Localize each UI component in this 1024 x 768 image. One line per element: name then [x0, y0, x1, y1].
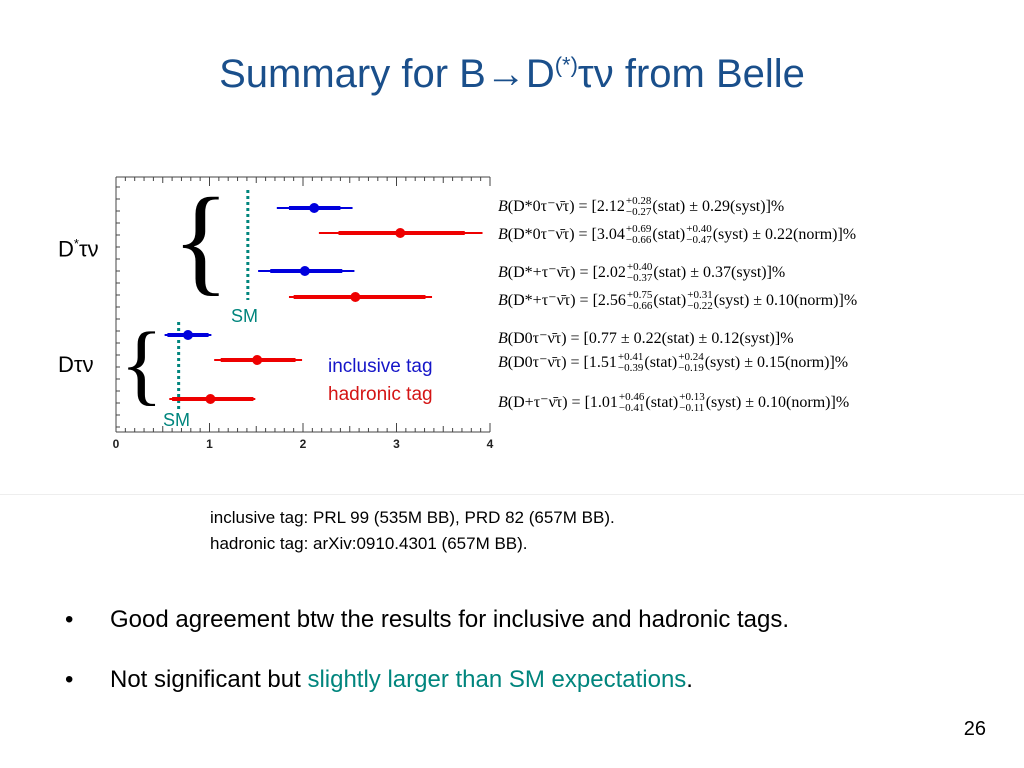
bullet-2: • Not significant but slightly larger tha… — [65, 666, 693, 693]
data-point — [350, 292, 361, 302]
formula-d0-inclusive: B(D0τ⁻ν̄τ) = [0.77 ± 0.22(stat) ± 0.12(s… — [498, 330, 794, 347]
formula-dplus-hadronic: B(D+τ⁻ν̄τ) = [1.01 +0.46 −0.41 (stat) +0.13−… — [498, 391, 850, 415]
bullet-2-text: Not significant but — [110, 666, 308, 693]
label-dstar-tau-nu: D*τν — [58, 236, 99, 262]
data-point — [182, 330, 193, 340]
x-tick-label: 4 — [487, 437, 494, 451]
brace-dstar: { — [172, 173, 230, 306]
sm-label-d: SM — [163, 410, 190, 430]
data-point — [395, 228, 406, 238]
x-tick-label: 3 — [393, 437, 400, 451]
bullet-1: • Good agreement btw the results for incl… — [65, 606, 789, 634]
x-tick-label: 0 — [113, 437, 120, 451]
reference-inclusive: inclusive tag: PRL 99 (535M BB), PRD 82 … — [210, 508, 615, 527]
x-tick-label: 2 — [300, 437, 307, 451]
formula-dstar0-hadronic: B(D*0τ⁻ν̄τ) = [3.04 +0.69 −0.66 (stat) +0.40… — [498, 223, 857, 247]
forest-plot: 0 1 2 3 4 — [113, 176, 494, 451]
data-point — [252, 355, 263, 365]
references: inclusive tag: PRL 99 (535M BB), PRD 82 … — [210, 505, 615, 557]
formula-dstarplus-hadronic: B(D*+τ⁻ν̄τ) = [2.56 +0.75 −0.66 (stat) +0.31… — [498, 289, 858, 313]
legend-hadronic-tag: hadronic tag — [328, 384, 433, 405]
reference-hadronic: hadronic tag: arXiv:0910.4301 (657M BB). — [210, 534, 528, 553]
bullet-1-text: Good agreement btw the results for inclu… — [110, 606, 790, 633]
title-superscript: (*) — [554, 52, 578, 78]
title-text: Summary for B→D — [219, 52, 555, 96]
formula-dstar0-inclusive: B(D*0τ⁻ν̄τ) = [2.12 +0.28 −0.27 (stat) ± 0.… — [498, 195, 785, 219]
page-number: 26 — [963, 718, 986, 740]
sm-label-dstar: SM — [231, 306, 258, 326]
bullet-dot: • — [65, 606, 74, 633]
data-point — [205, 394, 216, 404]
bullet-2-highlight: slightly larger than SM expectations — [307, 666, 687, 693]
data-point — [299, 266, 310, 276]
formula-dstarplus-inclusive: B(D*+τ⁻ν̄τ) = [2.02 +0.40 −0.37 (stat) ± 0.… — [498, 261, 786, 285]
title-text-tail: τν from Belle — [577, 52, 805, 96]
data-point — [309, 203, 320, 213]
divider — [0, 494, 1024, 495]
label-d-tau-nu: Dτν — [58, 352, 94, 377]
x-tick-label: 1 — [206, 437, 213, 451]
legend-inclusive-tag: inclusive tag — [328, 356, 433, 377]
bullet-dot: • — [65, 666, 74, 693]
brace-d: { — [120, 315, 164, 414]
formula-d0-hadronic: B(D0τ⁻ν̄τ) = [1.51 +0.41 −0.39 (stat) +0.24−… — [498, 351, 849, 375]
slide-title: Summary for B→D(*)τν from Belle — [0, 52, 1024, 97]
